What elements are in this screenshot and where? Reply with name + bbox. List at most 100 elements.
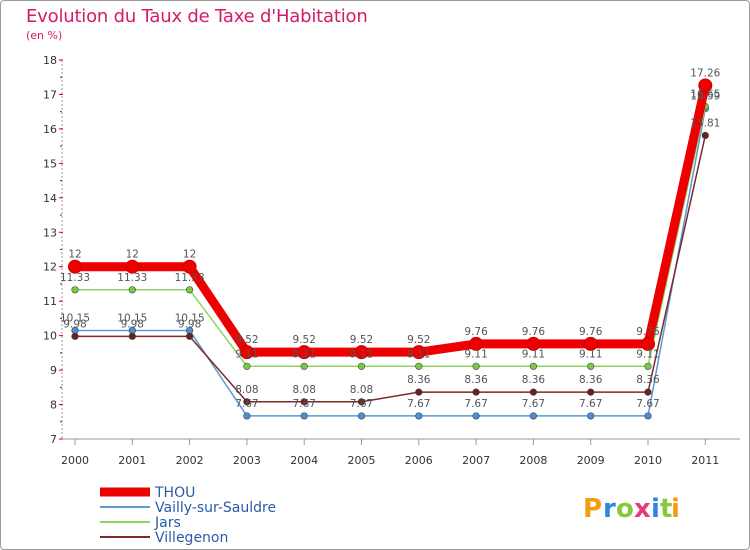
data-label-jars: 9.11 — [350, 348, 373, 360]
data-point-villegenon — [415, 388, 423, 396]
data-label-vailly-sur-sauldre: 7.67 — [235, 398, 258, 410]
x-tick-label: 2006 — [405, 454, 433, 467]
data-label-vailly-sur-sauldre: 7.67 — [407, 398, 430, 410]
logo-letter: x — [634, 494, 651, 524]
data-point-thou — [411, 345, 426, 360]
data-label-jars: 11.33 — [117, 272, 147, 284]
logo-letter: o — [616, 494, 634, 524]
data-label-vailly-sur-sauldre: 7.67 — [464, 398, 487, 410]
data-point-villegenon — [357, 398, 366, 406]
data-point-jars — [472, 362, 480, 370]
data-point-thou — [182, 259, 197, 274]
legend-label: Jars — [154, 515, 181, 531]
data-point-vailly-sur-sauldre — [587, 412, 595, 420]
data-label-vailly-sur-sauldre: 7.67 — [579, 398, 602, 410]
data-label-layer: 10.15 10.15 10.15 7.67 7.67 7.67 7.67 7.67 7.67 7… — [60, 67, 721, 409]
series-line-thou — [70, 80, 710, 357]
data-point-vailly-sur-sauldre — [243, 412, 251, 420]
data-label-villegenon: 15.81 — [690, 117, 720, 129]
data-point-villegenon — [71, 332, 79, 340]
y-tick-label: 13 — [43, 226, 57, 239]
logo-letter: i — [651, 494, 660, 524]
data-label-jars: 11.33 — [175, 272, 205, 284]
data-label-vailly-sur-sauldre: 7.67 — [636, 398, 659, 410]
x-tick-label: 2010 — [634, 454, 662, 467]
x-tick-label: 2003 — [233, 454, 261, 467]
legend-label: Vailly-sur-Sauldre — [155, 500, 276, 516]
data-label-thou: 9.76 — [579, 326, 603, 338]
data-label-jars: 9.11 — [464, 348, 487, 360]
y-tick-label: 10 — [43, 330, 57, 343]
data-point-jars — [529, 362, 538, 370]
data-label-thou: 12 — [126, 249, 139, 261]
data-label-villegenon: 9.98 — [178, 318, 201, 330]
data-point-villegenon — [186, 332, 194, 340]
data-label-jars: 9.11 — [522, 348, 545, 360]
data-label-villegenon: 8.08 — [350, 384, 373, 396]
data-point-villegenon — [644, 388, 652, 396]
data-label-thou: 12 — [68, 249, 81, 261]
data-point-jars — [128, 286, 136, 294]
data-point-villegenon — [529, 388, 538, 396]
data-point-villegenon — [243, 398, 251, 406]
x-tick-label: 2002 — [176, 454, 204, 467]
legend-label: Villegenon — [155, 530, 228, 546]
data-label-villegenon: 8.36 — [636, 374, 660, 386]
data-point-thou — [297, 345, 312, 360]
data-point-villegenon — [701, 131, 709, 140]
x-tick-label: 2009 — [577, 454, 605, 467]
logo-letter: t — [660, 494, 672, 524]
y-tick-label: 15 — [43, 157, 57, 170]
data-point-thou — [526, 336, 541, 351]
legend-label: THOU — [154, 485, 195, 501]
data-label-thou: 9.52 — [407, 334, 430, 346]
data-label-villegenon: 8.36 — [464, 374, 488, 386]
data-point-jars — [415, 362, 423, 370]
y-tick-label: 12 — [43, 261, 57, 274]
data-point-thou — [354, 345, 369, 360]
data-point-villegenon — [300, 398, 308, 406]
data-label-villegenon: 8.36 — [522, 374, 546, 386]
data-label-vailly-sur-sauldre: 7.67 — [350, 398, 373, 410]
data-point-vailly-sur-sauldre — [415, 412, 423, 420]
data-point-vailly-sur-sauldre — [472, 412, 480, 420]
data-point-villegenon — [472, 388, 480, 396]
data-label-jars: 9.11 — [235, 348, 258, 360]
chart-title: Evolution du Taux de Taxe d'Habitation — [26, 6, 368, 27]
data-point-thou — [125, 259, 140, 274]
data-label-villegenon: 8.08 — [293, 384, 316, 396]
series-line-villegenon — [74, 134, 707, 403]
x-tick-label: 2004 — [290, 454, 318, 467]
data-label-villegenon: 9.98 — [63, 318, 86, 330]
data-point-vailly-sur-sauldre — [644, 412, 652, 420]
data-label-thou: 12 — [183, 249, 196, 261]
data-label-jars: 9.11 — [293, 348, 316, 360]
data-point-villegenon — [128, 332, 136, 340]
series-line-vailly-sur-sauldre — [74, 107, 707, 417]
y-tick-label: 8 — [50, 399, 57, 412]
y-axis-unit-label: (en %) — [26, 29, 63, 42]
x-tick-label: 2005 — [348, 454, 376, 467]
data-label-jars: 9.11 — [636, 348, 659, 360]
data-point-thou — [469, 336, 484, 351]
data-point-thou — [68, 259, 82, 274]
data-point-jars — [71, 286, 79, 294]
data-label-villegenon: 8.36 — [407, 374, 431, 386]
data-label-thou: 9.52 — [235, 334, 258, 346]
data-label-thou: 9.76 — [522, 326, 546, 338]
data-label-jars: 9.11 — [579, 348, 602, 360]
data-point-thou — [641, 336, 655, 351]
data-label-villegenon: 9.98 — [121, 318, 144, 330]
data-point-jars — [357, 362, 366, 370]
x-tick-label: 2008 — [519, 454, 547, 467]
data-point-jars — [644, 362, 652, 370]
data-label-vailly-sur-sauldre: 10.15 — [60, 312, 90, 324]
y-tick-label: 18 — [43, 54, 57, 67]
data-label-jars: 11.33 — [60, 272, 90, 284]
series-line-jars — [74, 105, 707, 368]
data-point-thou — [583, 336, 598, 351]
data-label-vailly-sur-sauldre: 16.59 — [690, 91, 720, 103]
